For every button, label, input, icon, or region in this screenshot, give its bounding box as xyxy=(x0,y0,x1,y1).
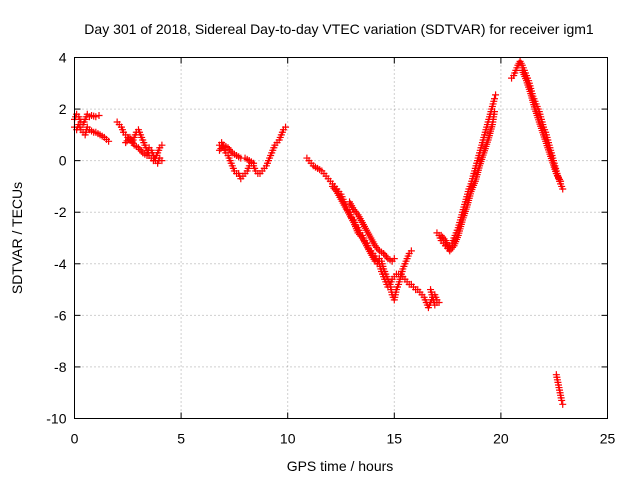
data-point xyxy=(491,108,499,116)
data-point xyxy=(282,123,290,131)
data-point xyxy=(353,209,361,217)
x-axis-label: GPS time / hours xyxy=(287,458,394,474)
axis-ticks xyxy=(74,57,608,419)
y-tick-labels: 4 2 0 -2 -4 -6 -8 -10 xyxy=(46,50,66,427)
y-tick-label: 0 xyxy=(59,153,67,169)
x-tick-labels: 0 5 10 15 20 25 xyxy=(71,431,616,447)
y-tick-label: 2 xyxy=(59,101,67,117)
x-tick-label: 5 xyxy=(177,431,185,447)
y-tick-label: -4 xyxy=(54,256,67,272)
data-point xyxy=(559,400,567,408)
data-point xyxy=(557,177,565,185)
data-point xyxy=(137,147,145,155)
data-point xyxy=(357,232,365,240)
y-tick-label: 4 xyxy=(59,50,67,66)
data-point xyxy=(492,91,500,99)
data-point xyxy=(331,186,339,194)
y-tick-label: -6 xyxy=(54,307,67,323)
data-points xyxy=(71,57,567,408)
y-axis-label: SDTVAR / TECUs xyxy=(9,182,25,294)
x-tick-label: 15 xyxy=(387,431,403,447)
y-tick-label: -2 xyxy=(54,204,67,220)
data-point xyxy=(95,112,103,120)
data-point xyxy=(491,95,499,103)
data-point xyxy=(158,157,166,165)
data-point xyxy=(449,243,457,251)
data-point xyxy=(92,113,100,121)
chart-title: Day 301 of 2018, Sidereal Day-to-day VTE… xyxy=(84,21,594,37)
data-point xyxy=(559,185,567,193)
plot-frame xyxy=(74,57,608,419)
x-tick-label: 20 xyxy=(493,431,509,447)
data-point xyxy=(105,137,113,145)
x-tick-label: 10 xyxy=(280,431,296,447)
data-point xyxy=(433,298,441,306)
data-point xyxy=(390,255,398,263)
y-tick-label: -8 xyxy=(54,359,67,375)
x-tick-label: 25 xyxy=(600,431,616,447)
data-point xyxy=(227,147,235,155)
y-tick-label: -10 xyxy=(46,411,66,427)
data-point xyxy=(382,253,390,261)
data-point xyxy=(158,141,166,149)
x-tick-label: 0 xyxy=(71,431,79,447)
grid xyxy=(74,57,608,419)
data-point xyxy=(558,396,566,404)
data-point xyxy=(407,247,415,255)
data-point xyxy=(440,235,448,243)
data-point xyxy=(374,245,382,253)
data-point xyxy=(250,159,258,167)
